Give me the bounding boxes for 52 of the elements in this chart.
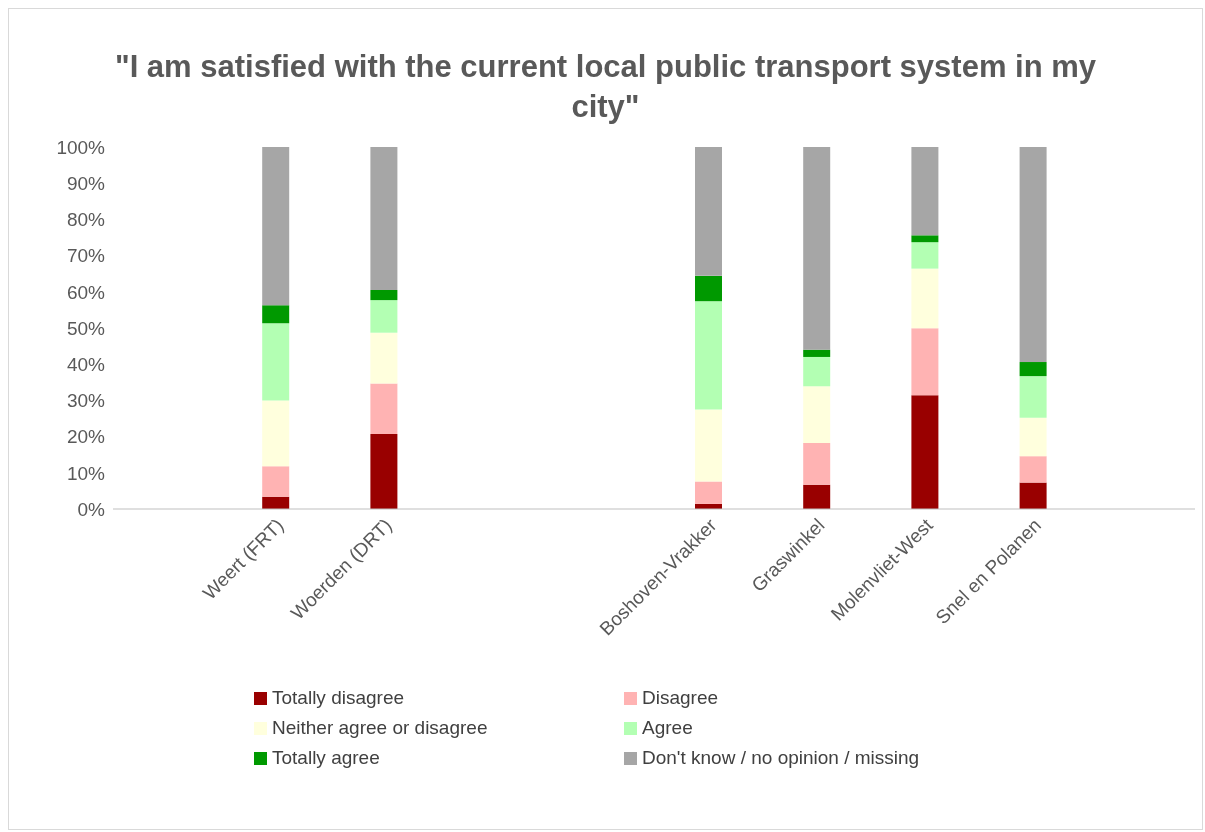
bar bbox=[911, 242, 939, 269]
bar bbox=[695, 301, 722, 410]
bar bbox=[803, 147, 831, 350]
bar bbox=[803, 349, 831, 357]
bar bbox=[262, 323, 290, 401]
y-tick-label: 20% bbox=[66, 426, 106, 448]
bar bbox=[911, 268, 939, 329]
y-tick-label: 90% bbox=[66, 172, 106, 194]
legend-label: Totally agree bbox=[272, 747, 380, 769]
y-tick-label: 100% bbox=[56, 136, 106, 158]
bar bbox=[911, 395, 939, 509]
legend-label: Don't know / no opinion / missing bbox=[642, 747, 920, 769]
chart-title: "I am satisfied with the current local public transport system in my city" bbox=[113, 48, 1098, 126]
bar bbox=[370, 289, 398, 301]
y-tick-label: 30% bbox=[66, 390, 106, 412]
bar bbox=[370, 300, 398, 333]
legend-label: Disagree bbox=[642, 687, 719, 709]
y-tick-label: 80% bbox=[66, 209, 106, 231]
bar bbox=[911, 147, 939, 236]
bar bbox=[803, 386, 831, 444]
bar bbox=[370, 434, 398, 509]
y-tick-label: 50% bbox=[66, 317, 106, 339]
legend-label: Agree bbox=[642, 717, 693, 739]
y-tick-label: 40% bbox=[66, 353, 106, 375]
legend-label: Neither agree or disagree bbox=[272, 717, 488, 739]
bar bbox=[1019, 482, 1047, 509]
y-tick-label: 60% bbox=[66, 281, 106, 303]
bar bbox=[262, 305, 290, 324]
y-tick-label: 0% bbox=[77, 498, 106, 520]
bar bbox=[1019, 456, 1047, 483]
bar bbox=[803, 484, 831, 509]
legend-label: Totally disagree bbox=[272, 687, 405, 709]
bar bbox=[262, 466, 290, 497]
bar bbox=[1019, 362, 1047, 377]
bar bbox=[911, 328, 939, 396]
bar bbox=[911, 235, 939, 243]
bar bbox=[262, 147, 290, 306]
bar bbox=[370, 147, 398, 290]
bar bbox=[695, 147, 722, 276]
bar bbox=[803, 443, 831, 485]
bar bbox=[695, 481, 722, 504]
bar bbox=[695, 409, 722, 482]
bar bbox=[1019, 417, 1047, 457]
bar bbox=[262, 400, 290, 467]
bar bbox=[1019, 376, 1047, 418]
bar bbox=[695, 275, 722, 302]
bar bbox=[1019, 147, 1047, 363]
y-tick-label: 10% bbox=[66, 462, 106, 484]
bar bbox=[370, 332, 398, 384]
y-tick-label: 70% bbox=[66, 245, 106, 267]
bar bbox=[370, 383, 398, 435]
bar bbox=[803, 356, 831, 387]
